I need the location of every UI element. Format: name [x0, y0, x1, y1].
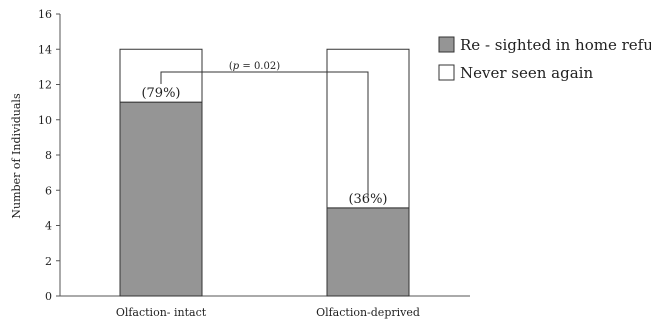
annotations: (79%) (36%) (p = 0.02) — [141, 61, 387, 207]
p-value-symbol: p — [233, 61, 240, 72]
y-tick-label: 4 — [45, 220, 52, 233]
y-tick-label: 8 — [45, 149, 52, 162]
y-tick-label: 2 — [45, 255, 52, 268]
y-axis: 0 2 4 6 8 10 12 14 16 — [38, 8, 61, 303]
legend-label: Re - sighted in home refuge — [460, 36, 651, 54]
y-tick-label: 14 — [38, 43, 52, 56]
y-tick-label: 16 — [38, 8, 52, 21]
legend: Re - sighted in home refuge Never seen ag… — [438, 36, 651, 82]
bars — [119, 48, 410, 297]
p-value-prefix: ( — [229, 61, 233, 72]
x-axis: Olfaction- intact Olfaction-deprived — [60, 295, 470, 319]
bar-resighted — [326, 207, 410, 297]
legend-label: Never seen again — [460, 64, 593, 82]
y-axis-label: Number of Individuals — [10, 93, 23, 219]
y-tick-label: 12 — [38, 79, 52, 92]
y-tick-label: 10 — [38, 114, 52, 127]
legend-swatch — [438, 36, 455, 53]
y-tick-label: 6 — [45, 184, 52, 197]
percent-label: (79%) — [141, 86, 180, 101]
y-tick-label: 0 — [45, 290, 52, 303]
p-value-label: (p = 0.02) — [229, 61, 280, 72]
x-category-label: Olfaction-deprived — [316, 306, 420, 319]
bar-resighted — [119, 101, 203, 297]
percent-label: (36%) — [348, 192, 387, 207]
p-value-suffix: = 0.02) — [239, 61, 280, 72]
significance-bracket — [160, 71, 369, 197]
legend-swatch — [438, 64, 455, 81]
x-category-label: Olfaction- intact — [116, 306, 207, 319]
